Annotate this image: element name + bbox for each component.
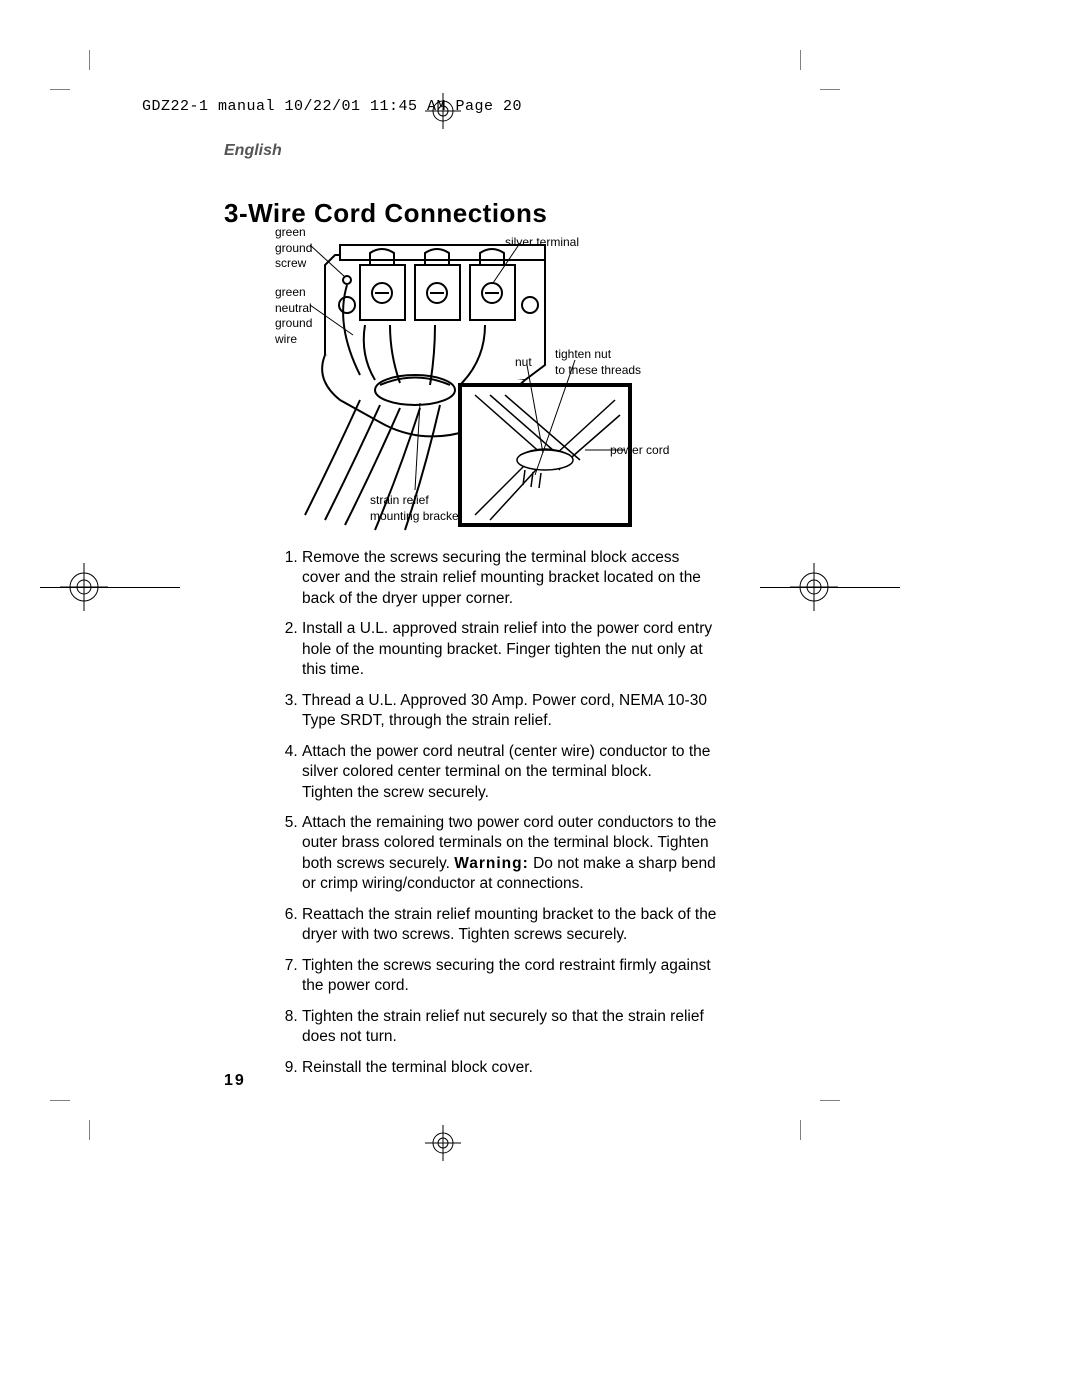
crop-tl — [50, 50, 90, 90]
step-5: Attach the remaining two power cord oute… — [302, 813, 720, 895]
reg-line-left — [40, 587, 180, 588]
reg-line-right — [760, 587, 900, 588]
page: GDZ22-1 manual 10/22/01 11:45 AM Page 20… — [0, 0, 1080, 1397]
label-silver-terminal: silver terminal — [505, 235, 579, 251]
label-tighten-nut: tighten nut to these threads — [555, 347, 641, 378]
label-strain-relief: strain relief mounting bracket — [370, 493, 462, 524]
step-1: Remove the screws securing the terminal … — [302, 548, 720, 609]
registration-mark-bottom — [425, 1125, 461, 1166]
label-nut: nut — [515, 355, 532, 371]
registration-mark-top — [425, 93, 461, 134]
step-3: Thread a U.L. Approved 30 Amp. Power cor… — [302, 691, 720, 732]
step-9: Reinstall the terminal block cover. — [302, 1058, 720, 1078]
wiring-diagram: green ground screw green neutral ground … — [275, 225, 695, 535]
page-number: 19 — [224, 1072, 246, 1090]
label-green-ground-screw: green ground screw — [275, 225, 312, 272]
crop-tr — [800, 50, 840, 90]
step-7: Tighten the screws securing the cord res… — [302, 956, 720, 997]
crop-bl — [50, 1100, 90, 1140]
step-4: Attach the power cord neutral (center wi… — [302, 742, 720, 803]
instructions-list: Remove the screws securing the terminal … — [280, 548, 720, 1078]
label-green-neutral-ground-wire: green neutral ground wire — [275, 285, 312, 347]
step-8: Tighten the strain relief nut securely s… — [302, 1007, 720, 1048]
label-power-cord: power cord — [610, 443, 669, 459]
wiring-diagram-svg — [275, 225, 695, 535]
step-6: Reattach the strain relief mounting brac… — [302, 905, 720, 946]
language-label: English — [224, 142, 282, 160]
registration-mark-right — [790, 563, 838, 616]
instructions: Remove the screws securing the terminal … — [280, 548, 720, 1088]
registration-mark-left — [60, 563, 108, 616]
print-header: GDZ22-1 manual 10/22/01 11:45 AM Page 20 — [142, 98, 522, 115]
step-2: Install a U.L. approved strain relief in… — [302, 619, 720, 680]
crop-br — [800, 1100, 840, 1140]
